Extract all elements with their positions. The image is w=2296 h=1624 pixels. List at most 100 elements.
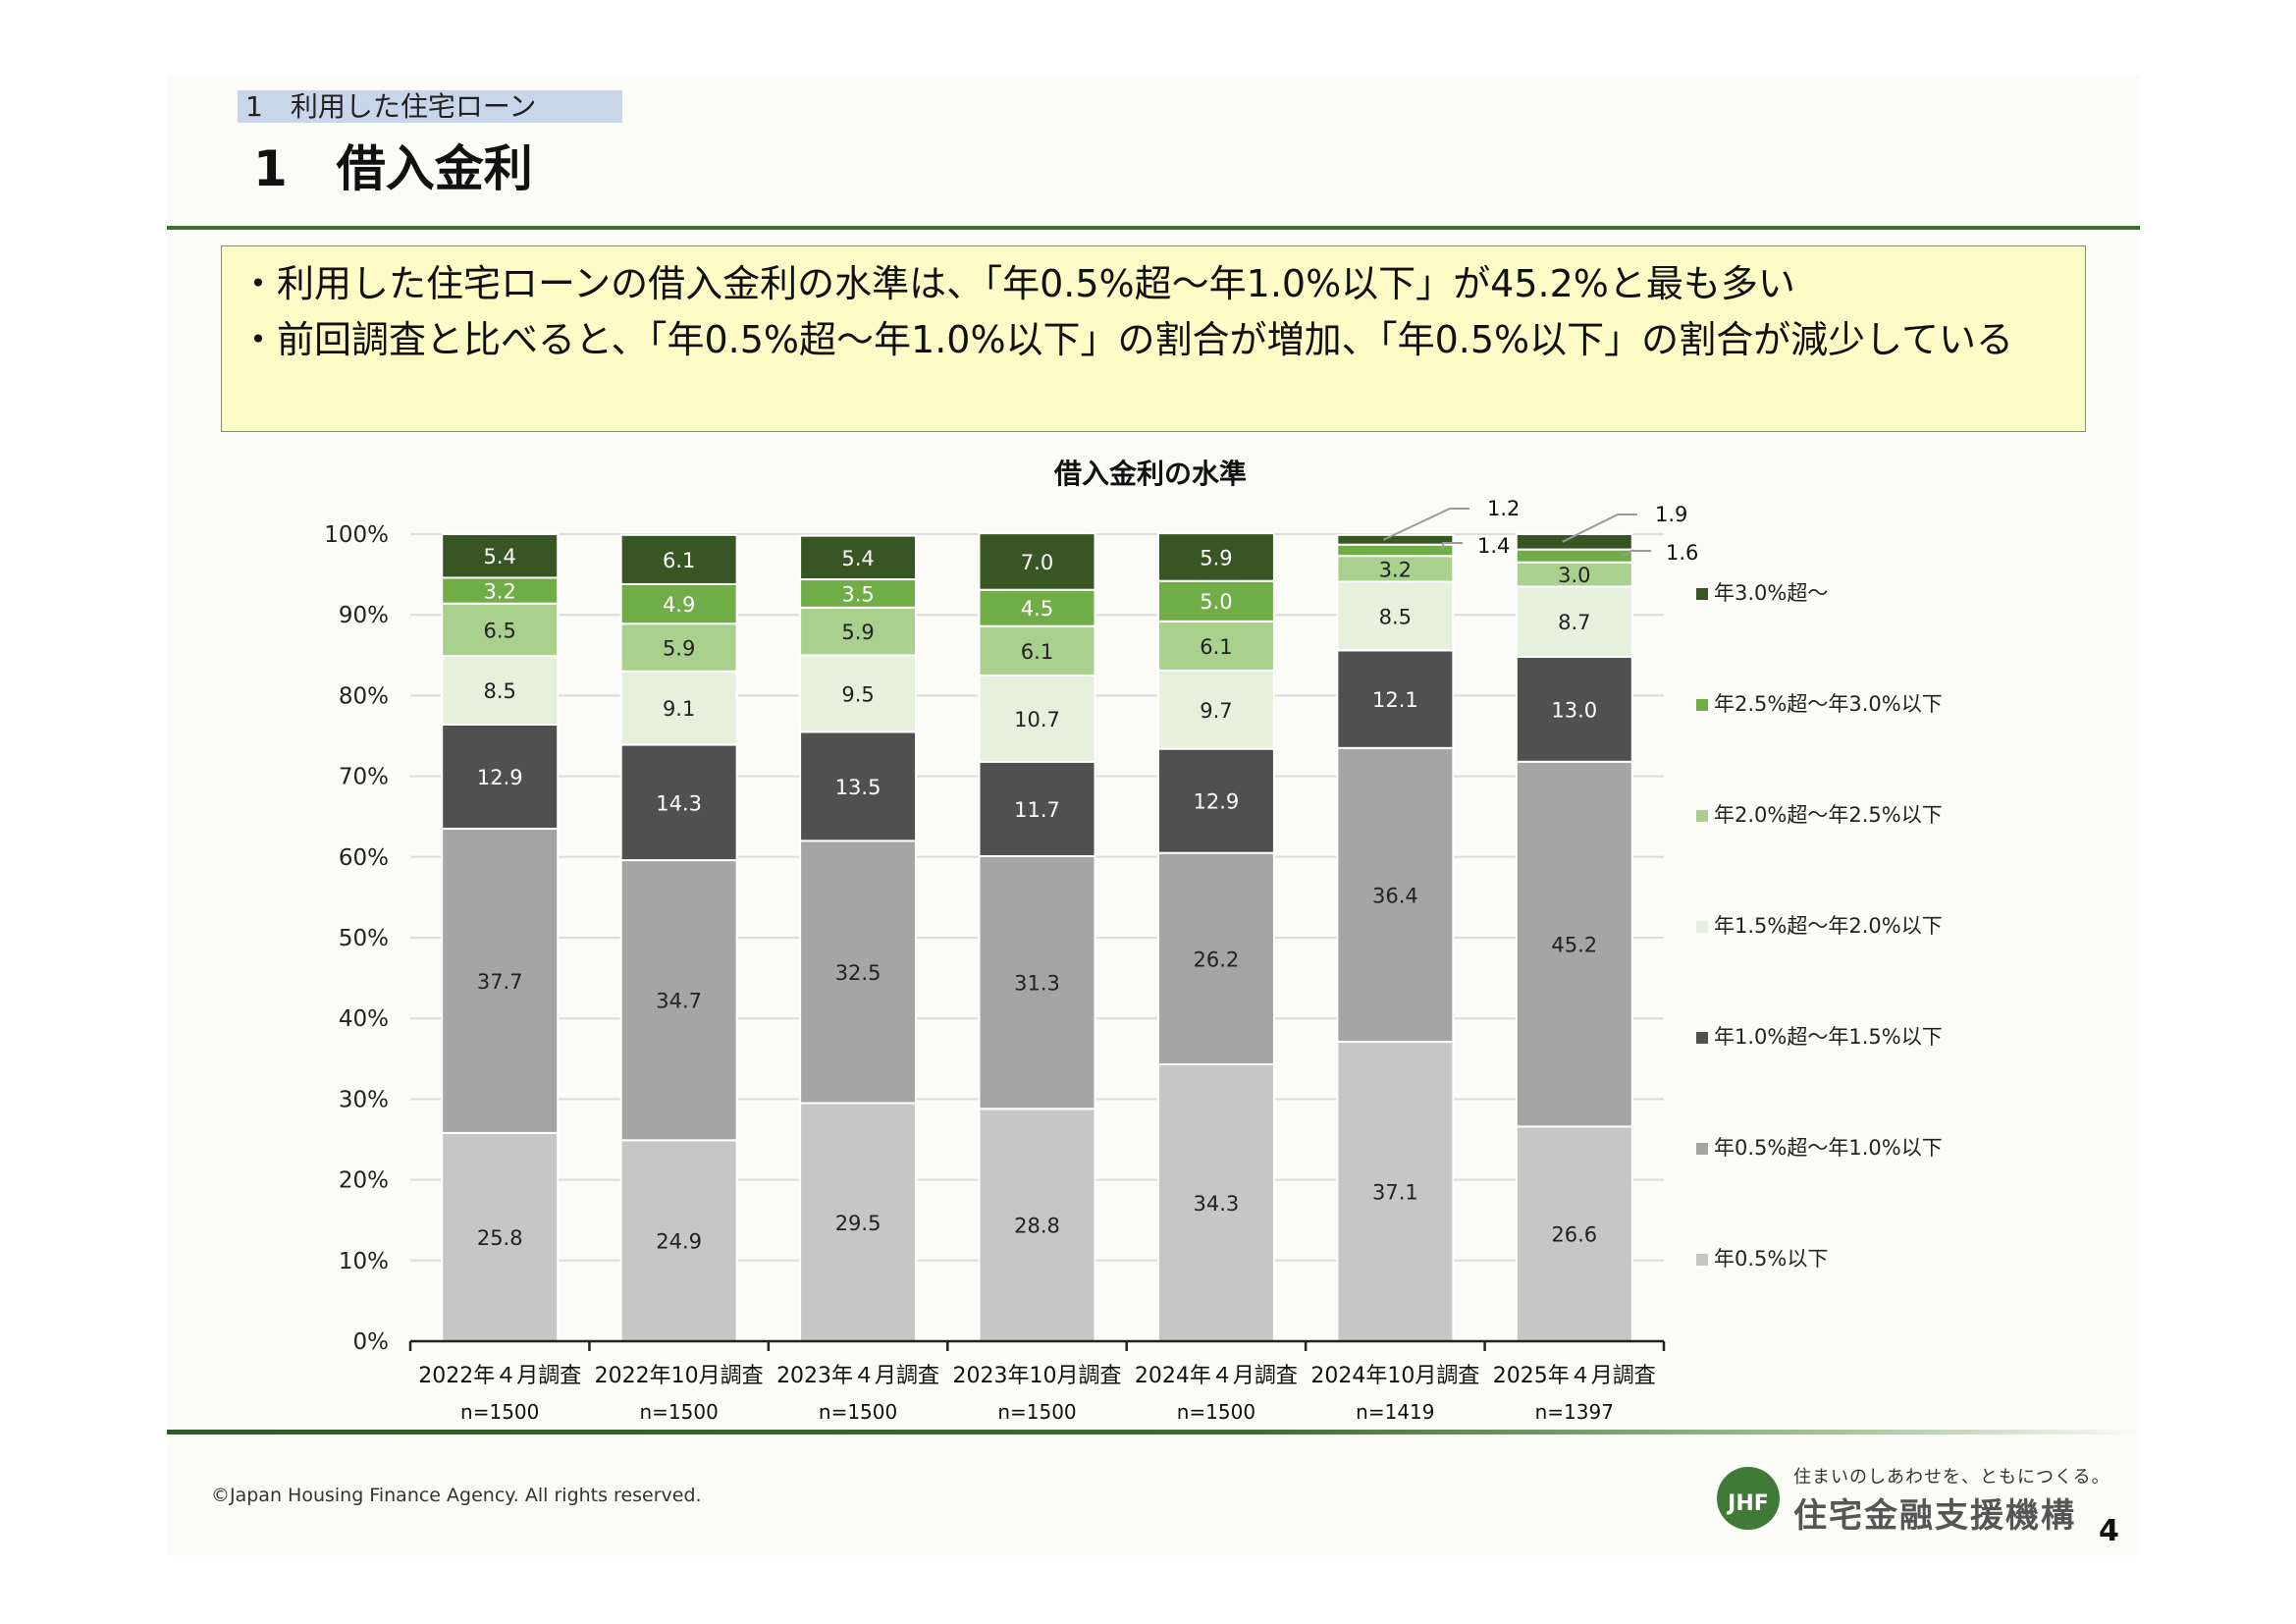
- legend-swatch: [1696, 1254, 1708, 1266]
- page-number: 4: [2099, 1514, 2119, 1548]
- callout-label: 1.9: [1655, 503, 1687, 526]
- legend-label: 年1.5%超～年2.0%以下: [1714, 914, 1943, 938]
- data-label: 10.7: [1014, 708, 1060, 731]
- bar-segment: [1336, 1041, 1455, 1342]
- bar-segment: [799, 578, 918, 609]
- bar-segment: [1515, 548, 1633, 564]
- y-tick-label: 30%: [339, 1087, 389, 1112]
- bar-segment: [1156, 620, 1275, 672]
- jhf-logo: JHF 住まいのしあわせを、ともにつくる。 住宅金融支援機構: [1713, 1461, 2109, 1540]
- bar-segment: [1336, 746, 1455, 1044]
- data-label: 5.4: [841, 547, 874, 570]
- bar-segment: [978, 588, 1096, 627]
- bar-segment: [1156, 851, 1275, 1066]
- y-tick-label: 80%: [339, 683, 389, 709]
- data-label: 3.2: [1379, 558, 1412, 581]
- x-tick-label: 2024年10月調査: [1310, 1364, 1479, 1388]
- y-tick-label: 10%: [339, 1249, 389, 1274]
- data-label: 24.9: [656, 1230, 702, 1254]
- data-label: 12.1: [1372, 688, 1418, 712]
- sample-size-label: n=1500: [639, 1400, 718, 1424]
- data-label: 26.2: [1194, 947, 1240, 971]
- data-label: 6.1: [1200, 635, 1232, 659]
- bar-segment: [978, 854, 1096, 1110]
- bar-segment: [799, 731, 918, 842]
- data-label: 13.0: [1551, 698, 1597, 722]
- sample-size-label: n=1397: [1535, 1400, 1614, 1424]
- y-tick-label: 60%: [339, 845, 389, 871]
- footer-divider: [167, 1430, 2140, 1435]
- data-label: 29.5: [835, 1212, 881, 1235]
- bar-segment: [799, 534, 918, 581]
- bar-segment: [1336, 533, 1455, 546]
- data-label: 4.9: [663, 593, 695, 617]
- bar-segment: [441, 602, 560, 658]
- legend-swatch: [1696, 921, 1708, 933]
- data-label: 7.0: [1021, 551, 1053, 574]
- organization-name: 住宅金融支援機構: [1793, 1496, 2076, 1536]
- copyright-text: ©Japan Housing Finance Agency. All right…: [211, 1485, 702, 1506]
- logo-mark-text: JHF: [1726, 1491, 1769, 1516]
- callout-leader-line: [1562, 514, 1637, 543]
- sample-size-label: n=1500: [460, 1400, 539, 1424]
- legend-swatch: [1696, 810, 1708, 822]
- data-label: 4.5: [1021, 597, 1053, 621]
- bar-segment: [1156, 579, 1275, 623]
- sample-size-label: n=1500: [819, 1400, 897, 1424]
- x-tick-label: 2022年４月調査: [418, 1364, 581, 1388]
- y-tick-label: 20%: [339, 1168, 389, 1194]
- house-logo-icon: JHF: [1717, 1467, 1780, 1530]
- data-label: 6.1: [663, 549, 695, 572]
- data-label: 37.1: [1372, 1181, 1418, 1205]
- legend-label: 年1.0%超～年1.5%以下: [1714, 1025, 1943, 1049]
- data-label: 6.1: [1021, 640, 1053, 664]
- data-label: 3.0: [1558, 564, 1590, 587]
- y-tick-label: 0%: [353, 1329, 390, 1355]
- bar-segment: [978, 624, 1096, 677]
- data-label: 31.3: [1014, 972, 1060, 996]
- legend-label: 年3.0%超～: [1714, 581, 1828, 605]
- callout-leader-line: [1622, 550, 1651, 558]
- x-tick-label: 2024年４月調査: [1135, 1364, 1298, 1388]
- data-label: 8.5: [1379, 605, 1412, 628]
- bar-segment: [1336, 543, 1455, 558]
- x-tick-label: 2025年４月調査: [1493, 1364, 1656, 1388]
- bar-segment: [978, 760, 1096, 857]
- legend-swatch: [1696, 588, 1708, 600]
- data-label: 9.7: [1200, 699, 1232, 723]
- data-label: 12.9: [1194, 790, 1240, 814]
- y-tick-label: 50%: [339, 926, 389, 951]
- bar-segment: [619, 670, 738, 746]
- title-divider: [167, 226, 2140, 230]
- callout-label: 1.4: [1477, 534, 1510, 558]
- data-label: 14.3: [656, 791, 702, 815]
- data-label: 3.2: [484, 580, 516, 604]
- legend-swatch: [1696, 1143, 1708, 1155]
- bar-segment: [1515, 655, 1633, 763]
- data-label: 45.2: [1551, 934, 1597, 957]
- data-label: 34.7: [656, 990, 702, 1013]
- bar-segment: [619, 533, 738, 585]
- bar-segment: [1336, 580, 1455, 652]
- y-tick-label: 70%: [339, 765, 389, 790]
- sample-size-label: n=1500: [997, 1400, 1076, 1424]
- summary-box: ・利用した住宅ローンの借入金利の水準は、「年0.5%超～年1.0%以下」が45.…: [221, 245, 2086, 432]
- data-label: 5.9: [663, 636, 695, 660]
- legend-label: 年2.0%超～年2.5%以下: [1714, 803, 1943, 827]
- callout-leader-line: [1441, 542, 1463, 551]
- bar-segment: [1515, 1125, 1633, 1343]
- y-tick-label: 90%: [339, 603, 389, 628]
- data-label: 36.4: [1372, 884, 1418, 907]
- data-label: 8.5: [484, 679, 516, 703]
- data-label: 28.8: [1014, 1215, 1060, 1238]
- page-title: 1 借入金利: [253, 140, 533, 197]
- bar-segment: [978, 532, 1096, 591]
- data-label: 37.7: [477, 970, 523, 994]
- legend-label: 年2.5%超～年3.0%以下: [1714, 692, 1943, 716]
- sample-size-label: n=1419: [1356, 1400, 1434, 1424]
- data-label: 9.1: [663, 697, 695, 721]
- bar-segment: [978, 1108, 1096, 1343]
- y-tick-label: 40%: [339, 1006, 389, 1032]
- data-label: 8.7: [1558, 611, 1590, 634]
